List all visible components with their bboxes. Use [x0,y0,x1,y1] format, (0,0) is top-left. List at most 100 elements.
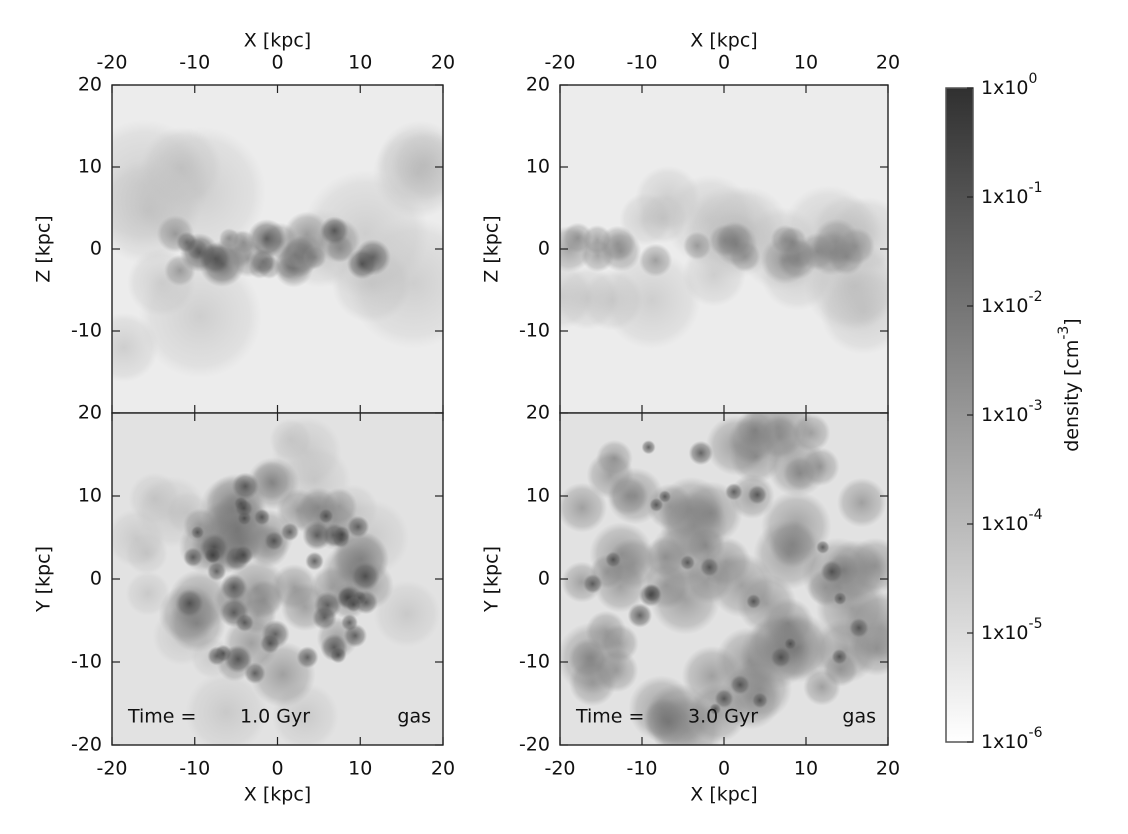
density-map [560,85,888,413]
gas-cloud [582,573,603,594]
gas-cloud [746,594,761,609]
gas-cloud [204,546,222,564]
gas-cloud [699,557,720,577]
tick-exponent: -4 [1029,507,1043,523]
density-map [112,85,443,413]
gas-cloud [302,245,327,270]
gas-cloud [246,457,300,511]
label-text: ] [1061,318,1083,325]
y-tick-label: -10 [519,651,550,673]
gas-cloud [207,561,227,582]
gas-cloud [280,522,300,542]
gas-cloud [346,248,378,280]
gas-cloud [560,622,629,694]
gas-cloud [128,472,181,525]
gas-cloud [680,554,696,571]
gas-cloud [372,128,443,219]
y-axis-label: Z [kpc] [33,215,55,282]
gas-cloud [848,617,869,638]
tick-base: 1x10 [981,77,1029,99]
gas-cloud [312,605,337,630]
x-tick-label: 0 [718,758,730,780]
gas-cloud [264,531,284,551]
x-axis-label: X [kpc] [690,784,757,806]
gas-cloud [816,540,830,554]
tick-exponent: -5 [1029,616,1043,632]
gas-cloud [638,243,673,278]
tick-base: 1x10 [981,404,1029,426]
gas-cloud [637,193,689,244]
gas-cloud [714,689,734,709]
gas-cloud [302,520,332,551]
y-tick-label: 0 [538,238,550,260]
gas-cloud [247,219,287,259]
x-axis-label: X [kpc] [244,784,311,806]
tick-exponent: -6 [1029,725,1043,741]
colorbar-tick-label: 1x10-6 [981,725,1043,753]
tick-exponent: -2 [1029,289,1043,305]
density-map [112,413,443,745]
gas-cloud [329,646,347,664]
x-tick-label: 20 [876,52,900,74]
y-tick-label: 10 [526,156,550,178]
time-label: Time = [575,706,644,728]
gas-cloud [644,697,693,745]
x-tick-label: 10 [794,52,818,74]
density-map [560,413,888,745]
x-tick-label: -20 [96,52,127,74]
gas-cloud [223,644,253,674]
x-tick-label: 20 [431,52,455,74]
gas-cloud [683,553,735,604]
gas-cloud [762,597,815,650]
x-tick-label: 0 [271,52,283,74]
tick-exponent: -3 [1029,398,1043,414]
y-tick-label: -20 [71,734,102,756]
y-tick-label: 10 [78,485,102,507]
gas-cloud [638,583,663,607]
gas-cloud [244,662,266,685]
x-tick-label: 0 [271,758,283,780]
gas-cloud [714,223,758,267]
gas-cloud [138,254,262,379]
y-tick-label: -10 [71,320,102,342]
gas-cloud [233,545,254,565]
gas-cloud [305,551,324,571]
gas-cloud [831,648,848,665]
gas-cloud [164,254,196,287]
y-axis-label: Y [kpc] [33,546,55,613]
y-tick-label: 20 [78,402,102,424]
gas-cloud [345,596,362,613]
y-tick-label: 0 [538,568,550,590]
gas-cloud [220,573,248,601]
gas-cloud [605,551,622,568]
x-tick-label: -20 [96,758,127,780]
gas-cloud [836,477,887,528]
gas-cloud [602,251,701,350]
y-tick-label: 20 [526,74,550,96]
label-text: density [cm [1061,340,1083,452]
gas-cloud [248,255,272,279]
x-axis-label: X [kpc] [690,30,757,52]
x-tick-label: -10 [626,52,657,74]
y-tick-label: 10 [78,156,102,178]
x-axis-label: X [kpc] [244,30,311,52]
gas-cloud [725,483,743,501]
tick-exponent: 0 [1029,71,1038,87]
gas-cloud [641,440,656,455]
x-tick-label: -10 [626,758,657,780]
tick-base: 1x10 [981,622,1029,644]
x-tick-label: -20 [544,52,575,74]
y-tick-label: 0 [90,568,102,590]
gas-cloud [819,267,888,355]
gas-cloud [833,591,847,606]
label-exponent: -3 [1056,326,1072,340]
gas-cloud [751,692,768,709]
tick-base: 1x10 [981,295,1029,317]
y-tick-label: 20 [526,402,550,424]
y-tick-label: -20 [519,734,550,756]
gas-cloud [296,646,319,669]
gas-cloud [730,674,751,695]
x-tick-label: -20 [544,758,575,780]
y-axis-label: Z [kpc] [481,215,503,282]
